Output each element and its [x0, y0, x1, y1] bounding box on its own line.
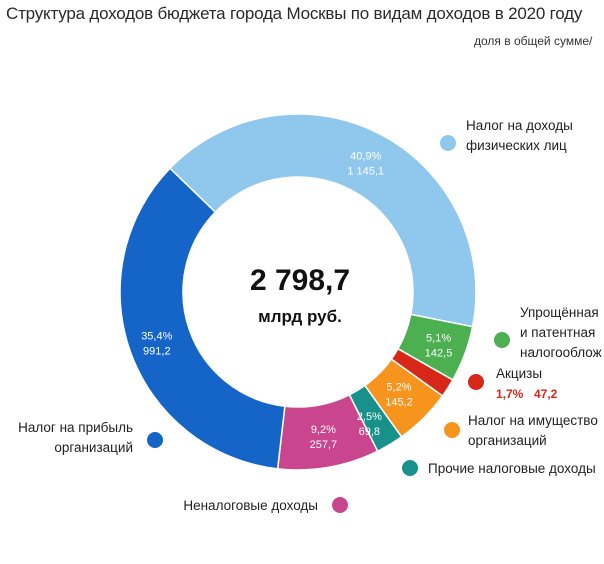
legend-label: физических лиц [466, 138, 567, 153]
donut-slice-7 [119, 167, 286, 470]
legend-marker-2 [494, 332, 510, 348]
legend-label: Акцизы [496, 366, 542, 381]
legend-marker-4 [444, 422, 460, 438]
slice-value-label: 257,7 [310, 439, 338, 451]
legend-label: Налог на прибыль [18, 420, 133, 435]
chart-subtitle: доля в общей сумме/ [474, 34, 593, 48]
legend-label: Налог на имущество [468, 413, 598, 428]
legend-label: Упрощённая [520, 305, 599, 320]
slice-percent-label: 9,2% [311, 424, 336, 436]
legend-marker-1 [440, 135, 456, 151]
legend-label: Налог на доходы [466, 118, 573, 133]
slice-value-label: 69,8 [359, 426, 380, 438]
legend-label: организаций [468, 433, 547, 448]
legend-small-value: 47,2 [534, 387, 558, 401]
slice-percent-label: 35,4% [141, 331, 172, 343]
legend-label: налогооблож [520, 345, 602, 360]
legend-label: организаций [54, 440, 133, 455]
legend-label: Неналоговые доходы [183, 498, 318, 513]
donut-slice-1 [168, 113, 477, 328]
slice-percent-label: 5,2% [386, 381, 411, 393]
slice-value-label: 1 145,1 [347, 166, 384, 178]
slice-percent-label: 5,1% [426, 332, 451, 344]
center-total-value: 2 798,7 [250, 264, 350, 297]
chart-title: Структура доходов бюджета города Москвы … [6, 4, 583, 23]
slice-value-label: 145,2 [385, 396, 413, 408]
legend-label: и патентная [520, 325, 595, 340]
legend-marker-3 [468, 374, 484, 390]
legend-small-percent: 1,7% [496, 387, 524, 401]
legend-marker-5 [402, 460, 418, 476]
slice-value-label: 991,2 [143, 346, 171, 358]
slice-value-label: 142,5 [425, 347, 453, 359]
slice-percent-label: 40,9% [350, 151, 381, 163]
center-total-unit: млрд руб. [258, 307, 342, 326]
legend-label: Прочие налоговые доходы [428, 461, 596, 476]
legend-marker-7 [147, 432, 163, 448]
slice-percent-label: 2,5% [357, 411, 382, 423]
legend-marker-6 [332, 497, 348, 513]
